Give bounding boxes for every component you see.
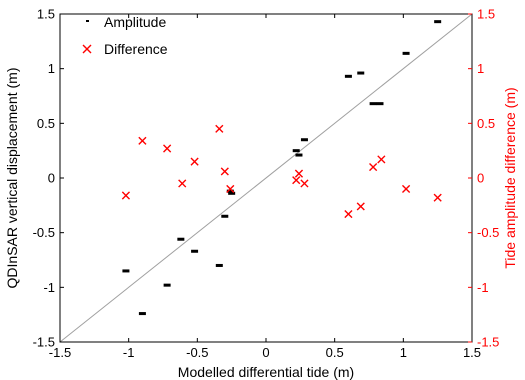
left-y-tick-label: -1.5 <box>33 335 55 350</box>
legend-amplitude-marker <box>86 20 89 22</box>
right-y-tick-label: 0.5 <box>477 116 495 131</box>
difference-point <box>294 169 304 178</box>
amplitude-point <box>434 20 442 24</box>
x-tick-label: -1.5 <box>49 345 71 360</box>
x-tick-label: 1 <box>400 345 407 360</box>
left-y-tick-label: -1 <box>43 280 55 295</box>
amplitude-point <box>295 153 303 157</box>
amplitude-point <box>191 249 199 253</box>
amplitude-point <box>292 149 300 153</box>
legend-amplitude-label: Amplitude <box>104 14 166 30</box>
legend-difference-label: Difference <box>104 41 168 57</box>
amplitude-point <box>300 138 308 142</box>
amplitude-point <box>402 51 410 55</box>
difference-point <box>121 191 131 200</box>
x-tick-label: 0.5 <box>326 345 344 360</box>
reference-line <box>59 13 473 343</box>
x-tick-label: -0.5 <box>186 345 208 360</box>
right-y-tick-label: 1 <box>477 61 484 76</box>
amplitude-series <box>122 20 442 316</box>
amplitude-point <box>122 269 130 273</box>
difference-point <box>401 184 411 194</box>
difference-point <box>356 202 365 211</box>
amplitude-point <box>221 214 229 218</box>
legend: Amplitude Difference <box>82 14 168 57</box>
left-y-tick-label: 0.5 <box>37 116 55 131</box>
x-tick-label: 1.5 <box>463 345 481 360</box>
difference-point <box>138 136 147 145</box>
difference-point <box>292 176 301 185</box>
amplitude-point <box>138 312 146 316</box>
right-y-tick-label: 0 <box>477 171 484 186</box>
difference-point <box>433 193 442 202</box>
legend-difference-marker <box>82 44 92 54</box>
difference-point <box>226 184 235 194</box>
amplitude-point <box>177 237 185 241</box>
difference-point <box>178 179 187 188</box>
right-y-axis-label: Tide amplitude difference (m) <box>502 87 518 268</box>
difference-point <box>377 155 386 164</box>
amplitude-point <box>163 283 171 287</box>
right-y-tick-label: -0.5 <box>477 225 499 240</box>
amplitude-point <box>369 102 377 106</box>
difference-point <box>344 209 353 219</box>
difference-point <box>215 124 224 133</box>
left-y-tick-label: 0 <box>48 171 55 186</box>
x-tick-label: -1 <box>123 345 135 360</box>
amplitude-point <box>226 189 234 193</box>
x-axis-label: Modelled differential tide (m) <box>178 364 354 380</box>
amplitude-point <box>376 102 384 106</box>
difference-point <box>220 167 229 176</box>
left-y-tick-label: 1 <box>48 61 55 76</box>
difference-point <box>369 162 378 172</box>
reference-line-group <box>59 13 473 343</box>
left-y-tick-label: 1.5 <box>37 7 55 22</box>
amplitude-point <box>215 263 223 267</box>
right-y-axis-ticks: -1.5 -1 -0.5 0 0.5 1 1.5 <box>468 7 499 350</box>
amplitude-point <box>344 74 352 78</box>
left-y-tick-label: -0.5 <box>33 225 55 240</box>
right-y-tick-label: 1.5 <box>477 7 495 22</box>
left-y-axis-ticks: -1.5 -1 -0.5 0 0.5 1 1.5 <box>33 7 64 350</box>
x-axis-ticks: -1.5 -1 -0.5 0 0.5 1 1.5 <box>49 14 481 360</box>
right-y-tick-label: -1 <box>477 280 489 295</box>
x-tick-label: 0 <box>262 345 269 360</box>
left-y-axis-label: QDInSAR vertical displacement (m) <box>4 68 20 289</box>
difference-point <box>190 157 199 166</box>
amplitude-point <box>357 71 365 75</box>
amplitude-point <box>228 191 236 195</box>
difference-series <box>121 124 442 219</box>
difference-point <box>300 179 309 188</box>
right-y-tick-label: -1.5 <box>477 335 499 350</box>
difference-point <box>163 144 172 153</box>
